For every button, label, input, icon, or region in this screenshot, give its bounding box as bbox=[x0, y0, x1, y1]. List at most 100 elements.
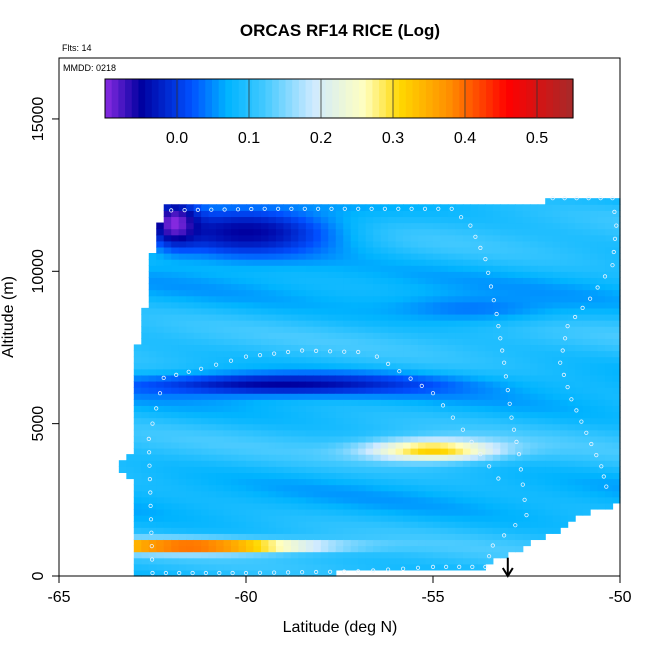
heatmap-cell bbox=[373, 222, 382, 230]
heatmap-cell bbox=[567, 490, 576, 498]
heatmap-cell bbox=[223, 448, 232, 455]
heatmap-cell bbox=[223, 521, 232, 528]
heatmap-cell bbox=[186, 478, 195, 486]
heatmap-cell bbox=[552, 502, 561, 510]
heatmap-cell bbox=[208, 429, 217, 437]
heatmap-cell bbox=[612, 295, 621, 303]
heatmap-cell bbox=[485, 527, 494, 534]
heatmap-cell bbox=[246, 472, 255, 480]
heatmap-cell bbox=[290, 265, 299, 272]
heatmap-cell bbox=[425, 313, 434, 321]
heatmap-cell bbox=[223, 423, 232, 431]
heatmap-cell bbox=[178, 484, 187, 492]
heatmap-cell bbox=[582, 356, 591, 364]
heatmap-cell bbox=[201, 344, 210, 352]
heatmap-cell bbox=[275, 399, 284, 406]
heatmap-cell bbox=[418, 423, 427, 431]
heatmap-cell bbox=[186, 533, 195, 541]
heatmap-cell bbox=[156, 502, 165, 510]
heatmap-cell bbox=[410, 387, 419, 394]
heatmap-cell bbox=[253, 563, 262, 571]
heatmap-cell bbox=[171, 204, 180, 211]
heatmap-cell bbox=[590, 313, 599, 321]
heatmap-cell bbox=[223, 277, 232, 285]
heatmap-cell bbox=[485, 496, 494, 504]
heatmap-cell bbox=[545, 380, 554, 388]
heatmap-cell bbox=[193, 265, 202, 272]
heatmap-cell bbox=[313, 448, 322, 455]
heatmap-cell bbox=[440, 350, 449, 358]
heatmap-cell bbox=[395, 557, 404, 565]
heatmap-cell bbox=[275, 515, 284, 522]
heatmap-cell bbox=[560, 295, 569, 303]
heatmap-cell bbox=[163, 496, 172, 504]
heatmap-cell bbox=[380, 283, 389, 291]
flight-track-point bbox=[356, 206, 361, 211]
heatmap-cell bbox=[208, 478, 217, 486]
heatmap-cell bbox=[365, 539, 374, 547]
flight-track-point bbox=[565, 384, 570, 390]
heatmap-cell bbox=[253, 362, 262, 370]
heatmap-cell bbox=[365, 387, 374, 394]
heatmap-cell bbox=[522, 301, 531, 309]
heatmap-cell bbox=[246, 253, 255, 260]
heatmap-cell bbox=[246, 210, 255, 218]
heatmap-cell bbox=[537, 271, 546, 278]
heatmap-cell bbox=[163, 545, 172, 553]
heatmap-cell bbox=[343, 563, 352, 571]
flight-track-point bbox=[385, 567, 391, 572]
heatmap-cell bbox=[492, 448, 501, 455]
flight-track-point bbox=[419, 383, 424, 388]
heatmap-cell bbox=[388, 557, 397, 565]
heatmap-cell bbox=[148, 387, 157, 394]
heatmap-cell bbox=[358, 362, 367, 370]
heatmap-cell bbox=[335, 557, 344, 565]
heatmap-cell bbox=[462, 368, 471, 376]
heatmap-cell bbox=[298, 435, 307, 443]
heatmap-cell bbox=[216, 460, 225, 467]
heatmap-cell bbox=[597, 295, 606, 303]
heatmap-cell bbox=[477, 283, 486, 291]
heatmap-cell bbox=[440, 320, 449, 327]
heatmap-cell bbox=[208, 508, 217, 516]
heatmap-cell bbox=[388, 307, 397, 315]
heatmap-cell bbox=[530, 326, 539, 333]
heatmap-cell bbox=[238, 246, 247, 254]
heatmap-cell bbox=[418, 527, 427, 534]
heatmap-cell bbox=[223, 527, 232, 534]
flight-track-point bbox=[217, 570, 222, 576]
colorbar-segment bbox=[399, 79, 407, 118]
heatmap-cell bbox=[582, 265, 591, 272]
heatmap-cell bbox=[238, 380, 247, 388]
heatmap-cell bbox=[193, 259, 202, 266]
heatmap-cell bbox=[388, 313, 397, 321]
heatmap-cell bbox=[328, 557, 337, 565]
heatmap-cell bbox=[507, 240, 516, 248]
heatmap-cell bbox=[193, 441, 202, 449]
heatmap-cell bbox=[201, 374, 210, 382]
heatmap-cell bbox=[141, 307, 150, 315]
heatmap-cell bbox=[418, 545, 427, 553]
heatmap-cell bbox=[275, 380, 284, 388]
heatmap-cell bbox=[552, 344, 561, 352]
heatmap-cell bbox=[433, 344, 442, 352]
heatmap-cell bbox=[455, 313, 464, 321]
heatmap-cell bbox=[193, 368, 202, 376]
heatmap-cell bbox=[231, 380, 240, 388]
heatmap-cell bbox=[343, 295, 352, 303]
heatmap-cell bbox=[410, 429, 419, 437]
heatmap-cell bbox=[141, 417, 150, 425]
heatmap-cell bbox=[388, 234, 397, 242]
heatmap-cell bbox=[612, 344, 621, 352]
heatmap-cell bbox=[373, 533, 382, 541]
heatmap-cell bbox=[238, 271, 247, 278]
heatmap-cell bbox=[455, 478, 464, 486]
heatmap-cell bbox=[403, 265, 412, 272]
heatmap-cell bbox=[425, 338, 434, 346]
heatmap-cell bbox=[268, 508, 277, 516]
heatmap-cell bbox=[260, 551, 270, 559]
heatmap-cell bbox=[537, 259, 546, 266]
heatmap-cell bbox=[216, 301, 225, 309]
heatmap-cell bbox=[582, 423, 591, 431]
heatmap-cell bbox=[290, 210, 299, 218]
